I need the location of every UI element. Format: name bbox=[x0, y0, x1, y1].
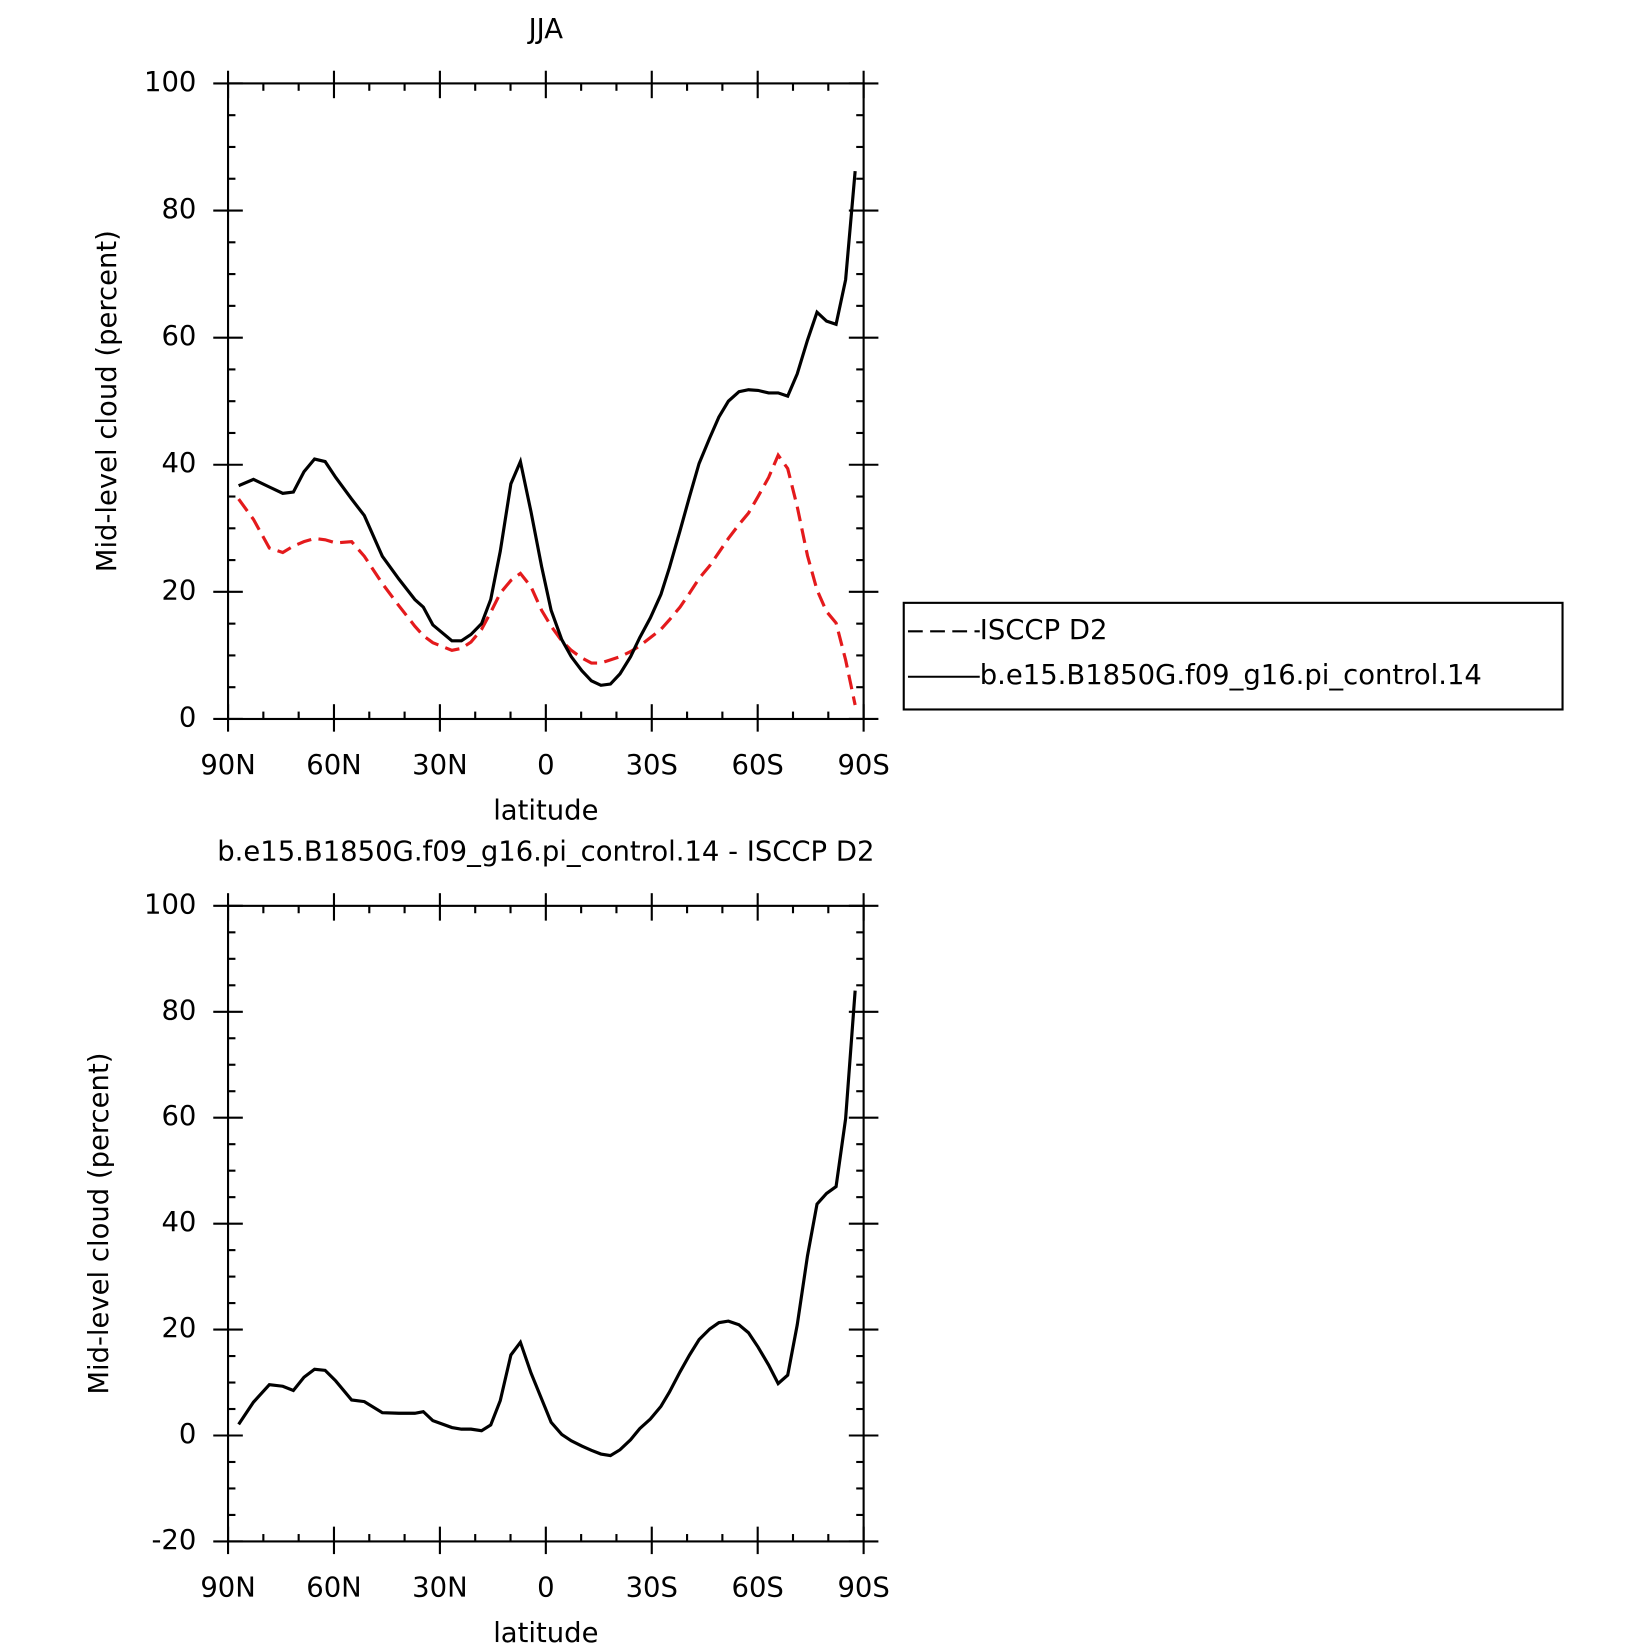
legend-label: b.e15.B1850G.f09_g16.pi_control.14 bbox=[980, 660, 1482, 691]
x-axis-label: latitude bbox=[493, 1618, 598, 1647]
y-axis-label: Mid-level cloud (percent) bbox=[92, 230, 123, 572]
x-tick-label: 30S bbox=[626, 1572, 678, 1603]
x-tick-label: 90N bbox=[200, 750, 255, 781]
y-tick-label: 0 bbox=[179, 702, 196, 733]
y-tick-label: -20 bbox=[152, 1525, 197, 1556]
y-tick-label: 80 bbox=[161, 194, 196, 225]
y-tick-label: 40 bbox=[161, 448, 196, 479]
y-tick-label: 0 bbox=[179, 1419, 196, 1450]
x-axis-label: latitude bbox=[493, 795, 598, 826]
x-tick-label: 30N bbox=[412, 1572, 467, 1603]
x-tick-label: 60N bbox=[306, 1572, 361, 1603]
legend-box bbox=[902, 601, 1564, 711]
chart-title: b.e15.B1850G.f09_g16.pi_control.14 - ISC… bbox=[217, 837, 874, 868]
data-line bbox=[237, 990, 857, 1458]
y-tick-label: 100 bbox=[144, 889, 196, 920]
data-line bbox=[238, 170, 857, 687]
y-tick-label: 60 bbox=[161, 321, 196, 352]
y-tick-label: 100 bbox=[144, 67, 196, 98]
plot-frame bbox=[226, 82, 865, 721]
x-tick-label: 90N bbox=[200, 1572, 255, 1603]
x-tick-label: 30N bbox=[412, 750, 467, 781]
y-tick-label: 80 bbox=[161, 995, 196, 1026]
x-tick-label: 90S bbox=[837, 1572, 889, 1603]
x-tick-label: 60N bbox=[306, 750, 361, 781]
chart-title: JJA bbox=[527, 14, 564, 45]
x-tick-label: 30S bbox=[626, 750, 678, 781]
y-tick-label: 40 bbox=[161, 1207, 196, 1238]
x-tick-label: 90S bbox=[837, 750, 889, 781]
y-tick-label: 60 bbox=[161, 1101, 196, 1132]
x-tick-label: 0 bbox=[537, 1572, 554, 1603]
x-tick-label: 0 bbox=[537, 750, 554, 781]
data-line bbox=[237, 452, 857, 706]
legend-label: ISCCP D2 bbox=[980, 615, 1108, 646]
y-axis-label: Mid-level cloud (percent) bbox=[84, 1053, 115, 1395]
y-tick-label: 20 bbox=[161, 575, 196, 606]
x-tick-label: 60S bbox=[732, 1572, 784, 1603]
y-tick-label: 20 bbox=[161, 1313, 196, 1344]
x-tick-label: 60S bbox=[732, 750, 784, 781]
plot-frame bbox=[226, 904, 865, 1543]
